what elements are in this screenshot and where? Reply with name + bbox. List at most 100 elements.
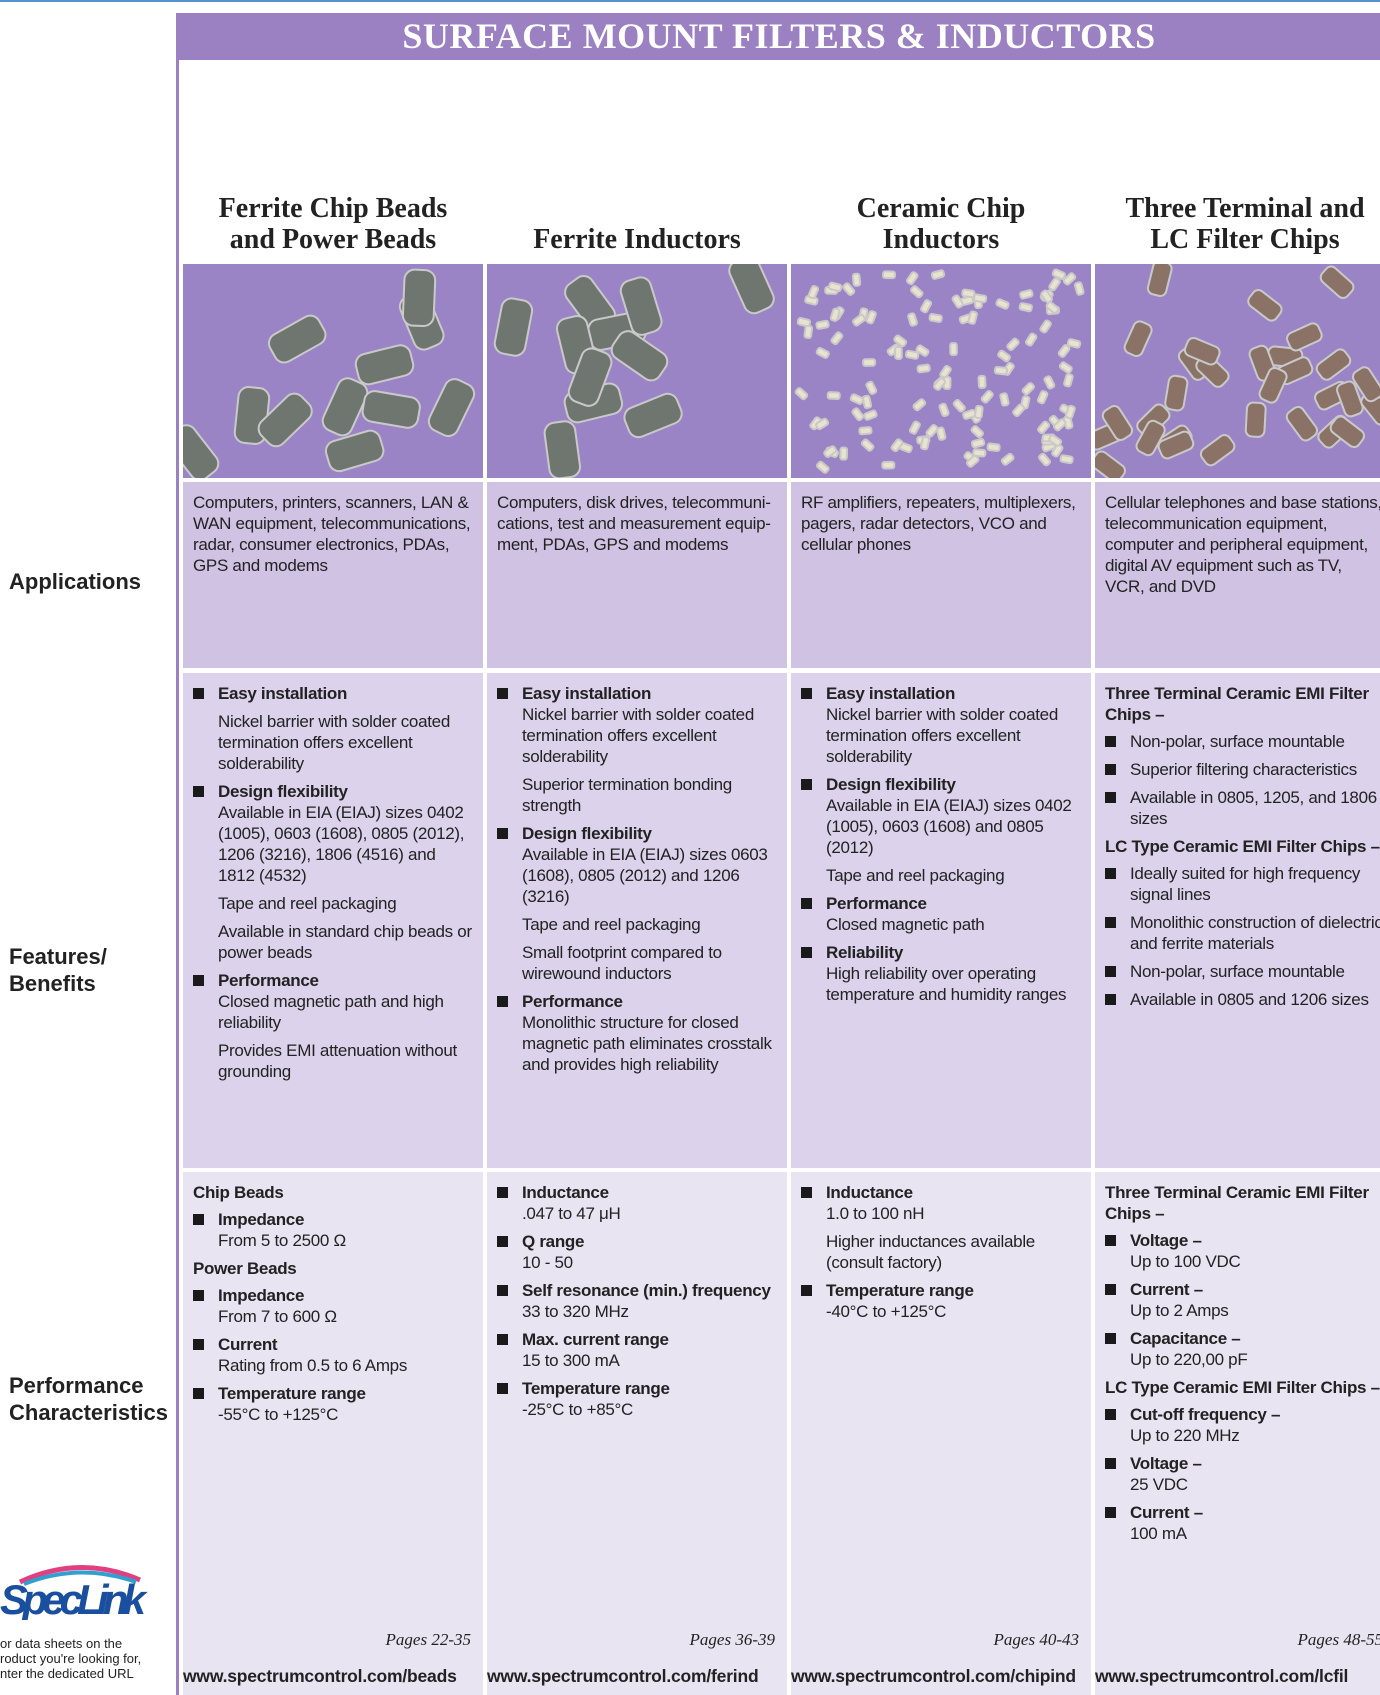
chip bbox=[1315, 348, 1352, 381]
column-heading: Ceramic Chip Inductors bbox=[856, 193, 1026, 255]
chip bbox=[1018, 302, 1033, 313]
chip bbox=[1183, 336, 1221, 366]
item-title: Voltage – bbox=[1130, 1454, 1202, 1473]
bullet bbox=[193, 1290, 204, 1301]
page-reference: Pages 48-55 bbox=[1297, 1630, 1380, 1649]
chip bbox=[949, 342, 958, 357]
chip bbox=[1258, 366, 1288, 404]
chip bbox=[1059, 454, 1074, 465]
bullet-item: Available in 0805 and 1206 sizes bbox=[1105, 989, 1380, 1010]
chip bbox=[890, 438, 904, 453]
item-title: Inductance bbox=[522, 1183, 609, 1202]
chip bbox=[796, 317, 812, 328]
chip bbox=[894, 345, 903, 360]
bullet bbox=[1105, 1333, 1116, 1344]
bullet-item: Voltage – Up to 100 VDC bbox=[1105, 1230, 1380, 1272]
bullet-item: Self resonance (min.) frequency 33 to 320… bbox=[497, 1280, 777, 1322]
bullet bbox=[1105, 868, 1116, 879]
chip bbox=[815, 417, 830, 431]
bullet-item: Easy installation bbox=[193, 683, 473, 704]
chip bbox=[1066, 338, 1082, 349]
bullet bbox=[193, 688, 204, 699]
chip bbox=[1000, 452, 1015, 466]
paragraph: Small footprint compared to wirewound in… bbox=[497, 942, 777, 984]
bullet bbox=[801, 688, 812, 699]
product-photo bbox=[1095, 264, 1380, 478]
chip bbox=[863, 409, 878, 421]
group-heading: Three Terminal Ceramic EMI Filter Chips … bbox=[1105, 684, 1369, 724]
bullet-item: Easy installation Nickel barrier with sol… bbox=[801, 683, 1081, 767]
chip bbox=[1058, 361, 1073, 374]
bullet bbox=[1105, 1235, 1116, 1246]
chip bbox=[915, 344, 930, 357]
bullet-item: Cut-off frequency – Up to 220 MHz bbox=[1105, 1404, 1380, 1446]
item-text: -55°C to +125°C bbox=[218, 1405, 339, 1424]
applications-cell: Computers, disk drives, telecommuni-cati… bbox=[487, 482, 787, 668]
chip bbox=[951, 294, 964, 309]
item-title: Design flexibility bbox=[522, 824, 652, 843]
item-text: Tape and reel packaging bbox=[218, 894, 397, 913]
bullet-item: Performance Closed magnetic path bbox=[801, 893, 1081, 935]
chip bbox=[882, 270, 897, 280]
item-text: Available in 0805 and 1206 sizes bbox=[1130, 990, 1369, 1009]
chip bbox=[1336, 380, 1364, 418]
chip bbox=[567, 347, 613, 407]
performance-cell: Inductance 1.0 to 100 nH Higher inductance… bbox=[791, 1172, 1091, 1695]
chip bbox=[543, 420, 582, 478]
chip bbox=[970, 425, 984, 439]
chip bbox=[1199, 434, 1236, 467]
chip bbox=[1319, 265, 1355, 299]
item-text: Up to 220,00 pF bbox=[1130, 1350, 1248, 1369]
bullet bbox=[497, 688, 508, 699]
chip bbox=[993, 365, 1009, 376]
chip bbox=[728, 264, 775, 315]
chip bbox=[910, 285, 924, 299]
item-text: Higher inductances available (consult fa… bbox=[826, 1232, 1035, 1272]
features-cell: Easy installation Nickel barrier with sol… bbox=[791, 673, 1091, 1168]
chip bbox=[1021, 382, 1036, 396]
features-cell: Easy installation Nickel barrier with sol… bbox=[487, 673, 787, 1168]
chip bbox=[912, 398, 927, 412]
chip bbox=[321, 377, 369, 437]
chip bbox=[908, 420, 921, 435]
chip bbox=[1057, 344, 1071, 358]
url: www.spectrumcontrol.com/lcfil bbox=[1095, 1666, 1349, 1686]
chip bbox=[493, 297, 534, 357]
chip bbox=[905, 271, 919, 286]
column-heading: Ferrite Chip Beads and Power Beads bbox=[218, 193, 448, 255]
chip bbox=[907, 312, 918, 327]
bullet bbox=[801, 1187, 812, 1198]
item-title: Cut-off frequency – bbox=[1130, 1405, 1281, 1424]
bullet-item: Design flexibility Available in EIA (EIAJ… bbox=[801, 774, 1081, 858]
chip bbox=[1048, 434, 1063, 447]
chip bbox=[997, 349, 1011, 363]
chip bbox=[961, 288, 976, 299]
chip bbox=[999, 392, 1010, 407]
chip bbox=[967, 310, 978, 325]
chip bbox=[1329, 415, 1366, 449]
item-text: From 7 to 600 Ω bbox=[218, 1307, 337, 1326]
item-text: Ideally suited for high frequency signal… bbox=[1130, 864, 1361, 904]
chip bbox=[916, 363, 931, 374]
item-text: Nickel barrier with solder coated termin… bbox=[218, 712, 450, 773]
chip bbox=[427, 378, 476, 438]
item-title: Design flexibility bbox=[218, 782, 348, 801]
chip bbox=[852, 313, 866, 327]
chip bbox=[1073, 281, 1085, 296]
bullet bbox=[193, 1339, 204, 1350]
item-text: Up to 2 Amps bbox=[1130, 1301, 1229, 1320]
bullet-item: Monolithic construction of dielectric an… bbox=[1105, 912, 1380, 954]
chip bbox=[861, 394, 873, 410]
paragraph: Higher inductances available (consult fa… bbox=[801, 1231, 1081, 1273]
bullet bbox=[1105, 1284, 1116, 1295]
chip bbox=[938, 402, 950, 418]
item-text: 1.0 to 100 nH bbox=[826, 1204, 925, 1223]
chip bbox=[1043, 375, 1056, 390]
chip bbox=[1247, 289, 1283, 322]
paragraph: Tape and reel packaging bbox=[497, 914, 777, 935]
group-heading: LC Type Ceramic EMI Filter Chips – bbox=[1105, 1378, 1380, 1397]
chip bbox=[183, 424, 220, 478]
item-title: Easy installation bbox=[218, 684, 348, 703]
chip bbox=[865, 380, 878, 395]
